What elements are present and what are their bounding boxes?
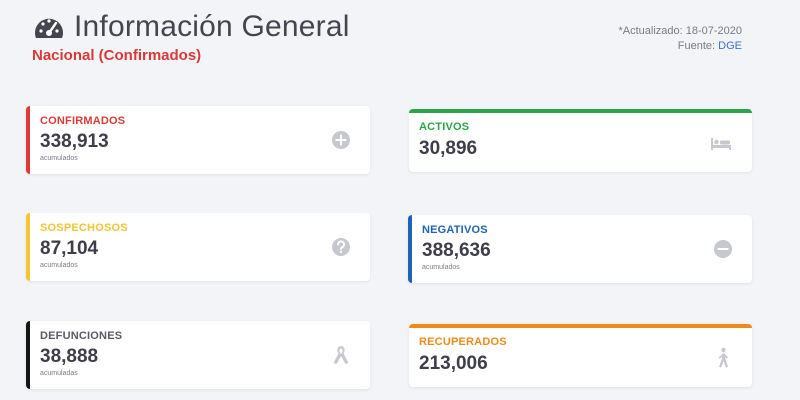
card-value: 87,104 (40, 238, 99, 259)
page-subtitle: Nacional (Confirmados) (32, 47, 202, 64)
ribbon-icon (333, 346, 349, 364)
card-label: CONFIRMADOS (40, 115, 126, 127)
update-info: *Actualizado: 18-07-2020 Fuente: DGE (618, 24, 742, 54)
dashboard-gauge-icon (35, 18, 63, 38)
card-negativos: NEGATIVOS 388,636 acumulados (408, 215, 752, 283)
source-line: Fuente: DGE (618, 39, 742, 54)
walking-person-icon (718, 347, 728, 368)
card-value: 338,913 (40, 131, 109, 152)
page-header: Información General Nacional (Confirmado… (32, 10, 350, 64)
card-recuperados: RECUPERADOS 213,006 (409, 324, 752, 387)
bed-icon (711, 138, 731, 150)
card-label: SOSPECHOSOS (40, 222, 128, 234)
plus-circle-icon (332, 131, 350, 149)
card-sublabel: acumuladas (40, 370, 78, 377)
card-value: 213,006 (419, 353, 488, 374)
source-label: Fuente: (677, 40, 716, 52)
card-label: RECUPERADOS (419, 336, 507, 348)
card-label: ACTIVOS (419, 121, 470, 133)
card-sublabel: acumulados (422, 264, 460, 271)
minus-circle-icon (714, 240, 732, 258)
card-value: 38,888 (40, 346, 99, 367)
card-label: DEFUNCIONES (40, 330, 123, 342)
card-label: NEGATIVOS (422, 224, 488, 236)
card-sospechosos: SOSPECHOSOS 87,104 acumulados (26, 213, 370, 281)
updated-date: *Actualizado: 18-07-2020 (618, 25, 742, 37)
card-value: 388,636 (422, 240, 491, 261)
card-defunciones: DEFUNCIONES 38,888 acumuladas (26, 321, 370, 389)
title-row: Información General (32, 10, 350, 44)
card-sublabel: acumulados (40, 155, 78, 162)
card-value: 30,896 (419, 138, 478, 159)
page-title: Información General (74, 10, 350, 43)
source-link[interactable]: DGE (718, 40, 742, 52)
card-confirmados: CONFIRMADOS 338,913 acumulados (26, 106, 370, 174)
card-sublabel: acumulados (40, 262, 78, 269)
card-activos: ACTIVOS 30,896 (409, 109, 752, 172)
question-circle-icon (332, 238, 350, 256)
